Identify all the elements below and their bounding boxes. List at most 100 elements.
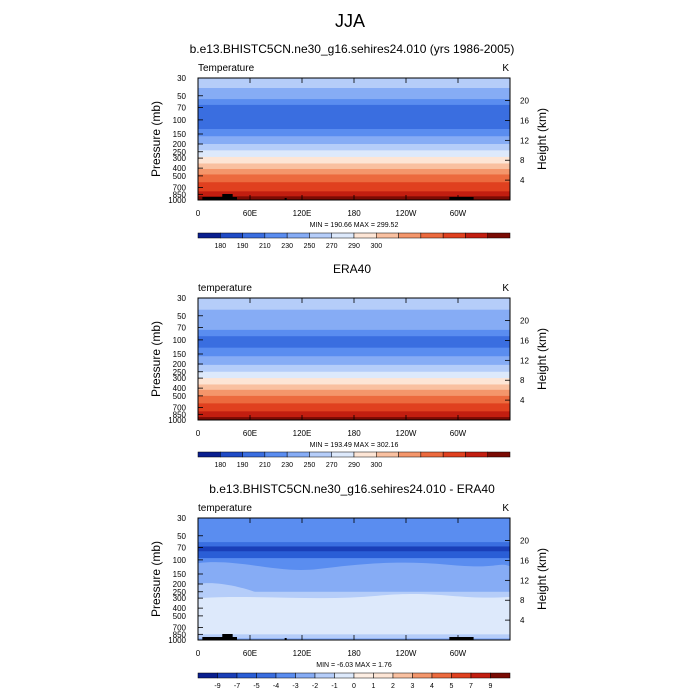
contour-band [198,136,510,145]
y-tick-label: 500 [173,392,187,401]
y-tick-label: 200 [173,360,187,369]
colorbar-box [197,672,218,679]
y-tick-label: 850 [173,410,187,419]
colorbar-box [465,232,488,239]
contour-band [198,309,510,331]
topography-mask [222,634,233,640]
colorbar-label: -9 [214,683,220,690]
y-tick-label: 700 [173,184,187,193]
colorbar-box [197,232,221,239]
colorbar-box [420,232,444,239]
colorbar-label: 230 [281,243,293,250]
x-tick-label: 60E [243,429,257,438]
colorbar-box [264,451,288,458]
panel-title: b.e13.BHISTC5CN.ne30_g16.sehires24.010 (… [190,42,515,56]
y-tick-label: 400 [173,604,187,613]
x-tick-label: 0 [196,429,201,438]
contour-band [198,163,510,170]
contour-band [198,546,510,552]
contour-band [198,156,510,165]
contour-band [198,411,510,418]
contour-band [198,403,510,412]
colorbar-label: 1 [372,683,376,690]
y-tick-label: 400 [173,384,187,393]
colorbar-box [220,451,243,458]
colorbar-label: 4 [430,683,434,690]
y-tick-label: 70 [177,103,186,112]
colorbar-label: 270 [326,243,338,250]
contour-band [198,583,258,595]
contour-band [198,371,510,379]
colorbar-label: 9 [489,683,493,690]
y2-tick-label: 4 [520,396,525,405]
x-tick-label: 180 [347,209,361,218]
y-tick-label: 500 [173,612,187,621]
figure-title: JJA [335,11,365,31]
contour-band [198,191,510,197]
colorbar-box [314,672,335,679]
colorbar-box [334,672,355,679]
colorbar-box [392,672,413,679]
x-tick-label: 0 [196,209,201,218]
colorbar-label: 290 [348,462,360,469]
colorbar-label: 250 [304,462,316,469]
colorbar-box [242,451,266,458]
colorbar-box [242,232,266,239]
colorbar-box [376,232,399,239]
contour-band [198,298,510,311]
colorbar-box [487,232,511,239]
contour-band [198,356,510,366]
x-tick-label: 60E [243,649,257,658]
x-tick-label: 120E [293,209,312,218]
colorbar-label: 3 [411,683,415,690]
colorbar-box [376,451,399,458]
y2-tick-label: 8 [520,376,525,385]
colorbar-box [309,451,332,458]
x-tick-label: 120E [293,649,312,658]
y2-axis-title: Height (km) [535,328,549,390]
y-tick-label: 700 [173,404,187,413]
colorbar-box [295,672,316,679]
y-tick-label: 30 [177,514,186,523]
variable-label: temperature [198,503,252,514]
topography-mask [449,637,474,640]
y2-tick-label: 4 [520,176,525,185]
contour-band [198,395,510,404]
y2-tick-label: 12 [520,136,529,145]
y-tick-label: 200 [173,140,187,149]
y-tick-label: 250 [173,148,187,157]
y-tick-label: 100 [173,556,187,565]
colorbar-label: -2 [312,683,318,690]
x-tick-label: 180 [347,429,361,438]
y-tick-label: 30 [177,294,186,303]
x-tick-label: 60E [243,209,257,218]
contour-band [198,129,510,137]
colorbar-box [470,672,491,679]
contour-band [198,551,510,559]
y-tick-label: 300 [173,374,187,383]
contour-band [198,329,510,337]
colorbar-box [275,672,296,679]
contour-band [198,562,510,576]
min-max-stats: MIN = -6.03 MAX = 1.76 [316,662,392,669]
y2-tick-label: 8 [520,156,525,165]
x-tick-label: 180 [347,649,361,658]
colorbar-box [442,232,466,239]
y-tick-label: 200 [173,580,187,589]
colorbar-box [256,672,277,679]
panel-1: b.e13.BHISTC5CN.ne30_g16.sehires24.010 (… [149,42,549,250]
contour-band [198,542,510,548]
y-tick-label: 30 [177,74,186,83]
colorbar-box [465,451,488,458]
y-axis-title: Pressure (mb) [149,541,163,617]
colorbar-label: 270 [326,462,338,469]
colorbar-box [197,451,221,458]
topography [202,194,474,200]
contour-band [198,104,510,130]
min-max-stats: MIN = 190.66 MAX = 299.52 [310,222,399,229]
contour-field [198,78,510,200]
x-tick-label: 0 [196,649,201,658]
y-tick-label: 400 [173,164,187,173]
contour-field [198,298,510,420]
